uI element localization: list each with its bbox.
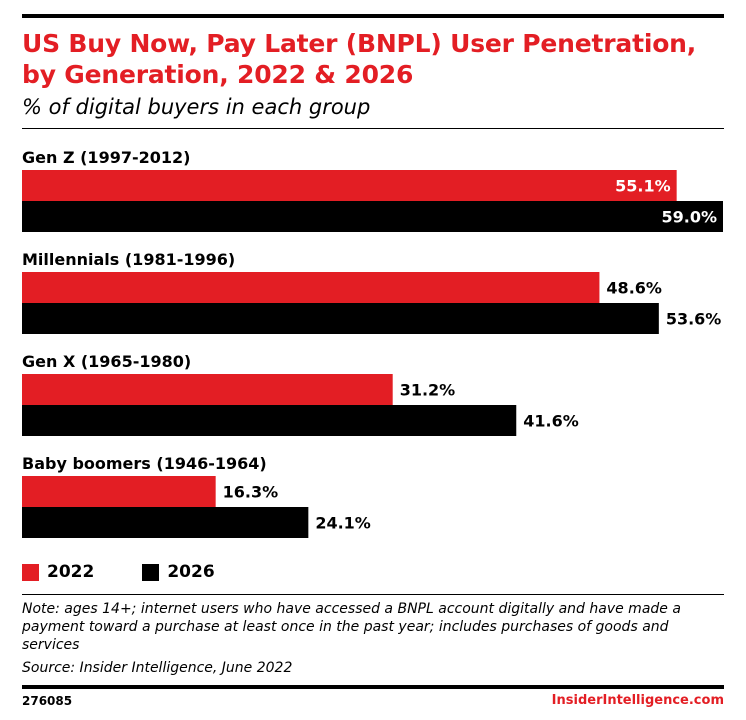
note-rule xyxy=(22,594,724,595)
footer-rule xyxy=(22,685,724,689)
legend-item-2022: 2022 xyxy=(22,562,94,582)
bar-2022 xyxy=(22,170,677,201)
top-rule xyxy=(22,14,724,18)
chart-title: US Buy Now, Pay Later (BNPL) User Penetr… xyxy=(22,29,697,89)
bar-2026 xyxy=(22,303,659,334)
bar-2026 xyxy=(22,201,723,232)
bar-2022 xyxy=(22,476,216,507)
bar-2022 xyxy=(22,374,393,405)
bar-2026 xyxy=(22,405,517,436)
legend-label-2026: 2026 xyxy=(167,562,215,582)
bar-chart: Gen Z (1997-2012) 55.1% 59.0% Millennials (… xyxy=(22,148,723,538)
legend-item-2026: 2026 xyxy=(142,562,215,582)
data-label: 55.1% xyxy=(615,177,671,196)
legend-label-2022: 2022 xyxy=(47,562,95,582)
chart-note: Note: ages 14+; internet users who have … xyxy=(22,601,681,653)
brand-link[interactable]: InsiderIntelligence.com xyxy=(551,693,724,708)
category-label: Baby boomers (1946-1964) xyxy=(22,454,267,473)
bar-2026 xyxy=(22,507,309,538)
data-label: 31.2% xyxy=(400,381,456,400)
data-label: 16.3% xyxy=(223,483,279,502)
chart-source: Source: Insider Intelligence, June 2022 xyxy=(22,660,293,676)
data-label: 59.0% xyxy=(661,208,717,227)
category-label: Gen X (1965-1980) xyxy=(22,352,191,371)
category-label: Millennials (1981-1996) xyxy=(22,250,235,269)
chart-id: 276085 xyxy=(22,694,73,708)
category-label: Gen Z (1997-2012) xyxy=(22,148,190,167)
legend: 2022 2026 xyxy=(22,560,263,584)
data-label: 41.6% xyxy=(523,412,579,431)
data-label: 48.6% xyxy=(606,279,662,298)
legend-swatch-2026 xyxy=(142,563,160,581)
data-label: 24.1% xyxy=(315,514,371,533)
legend-swatch-2022 xyxy=(22,563,39,581)
data-label: 53.6% xyxy=(666,310,722,329)
chart-subtitle: % of digital buyers in each group xyxy=(22,95,371,119)
bar-2022 xyxy=(22,272,600,303)
subtitle-rule xyxy=(22,128,724,129)
